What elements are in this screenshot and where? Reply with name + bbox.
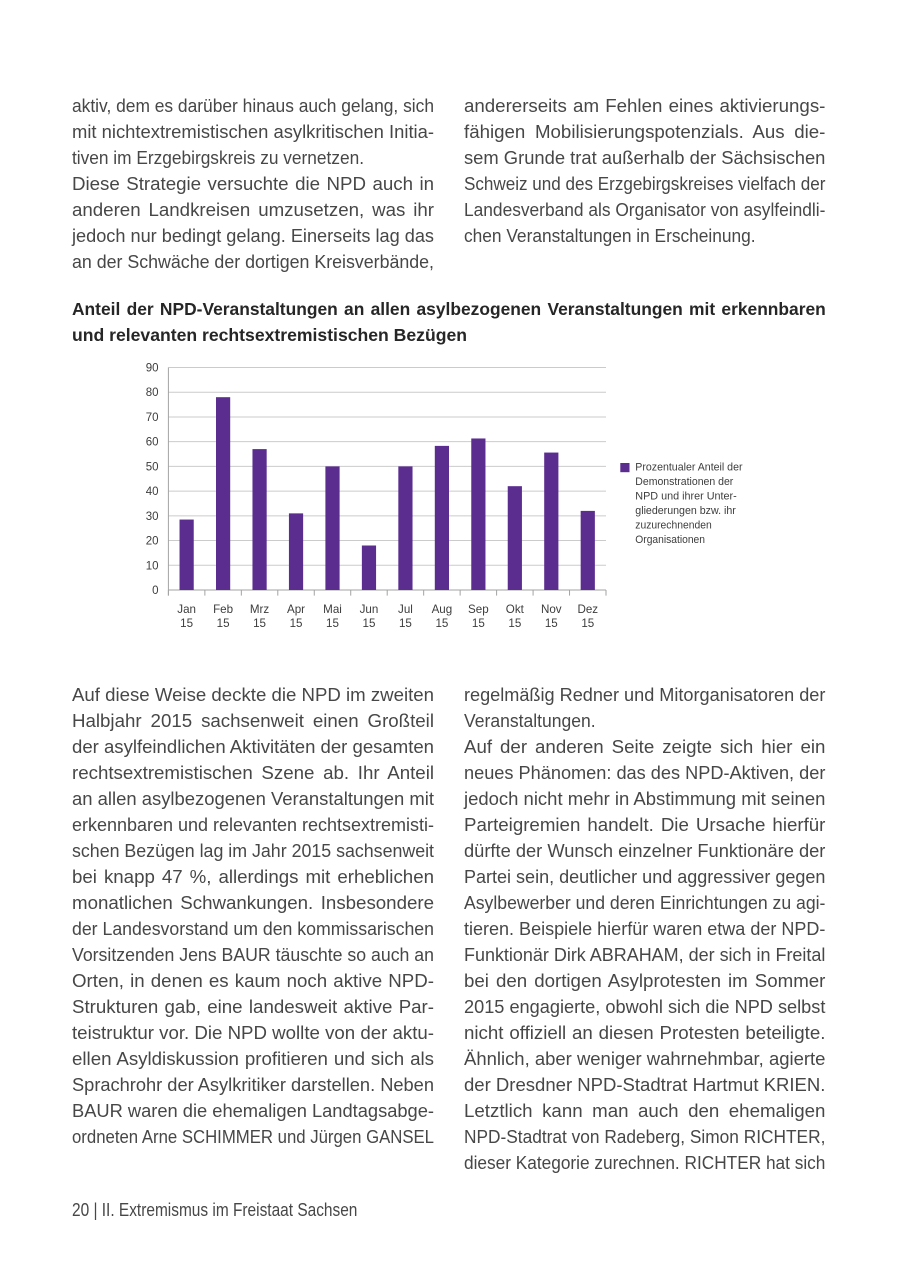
svg-text:15: 15 <box>217 617 230 630</box>
svg-text:Sep: Sep <box>468 603 489 616</box>
svg-text:Mrz: Mrz <box>250 603 270 616</box>
svg-text:Apr: Apr <box>287 603 305 616</box>
svg-text:Jan: Jan <box>177 603 196 616</box>
svg-text:Demonstrationen der: Demonstrationen der <box>635 476 733 488</box>
svg-text:15: 15 <box>290 617 303 630</box>
svg-text:70: 70 <box>146 412 159 424</box>
svg-text:20: 20 <box>146 536 159 548</box>
svg-text:50: 50 <box>146 461 159 473</box>
svg-text:Organisationen: Organisationen <box>635 534 705 546</box>
svg-text:15: 15 <box>399 617 412 630</box>
svg-text:30: 30 <box>146 511 159 523</box>
svg-text:15: 15 <box>180 617 193 630</box>
svg-text:NPD und ihrer Unter-: NPD und ihrer Unter- <box>635 490 737 502</box>
svg-text:zuzurechnenden: zuzurechnenden <box>635 520 711 532</box>
svg-text:0: 0 <box>152 585 158 597</box>
svg-text:15: 15 <box>435 617 448 630</box>
svg-text:Okt: Okt <box>506 603 525 616</box>
svg-text:15: 15 <box>472 617 485 630</box>
svg-text:Nov: Nov <box>541 603 562 616</box>
svg-text:Dez: Dez <box>577 603 598 616</box>
svg-text:90: 90 <box>146 363 159 375</box>
svg-text:15: 15 <box>326 617 339 630</box>
svg-text:Jul: Jul <box>398 603 413 616</box>
svg-text:15: 15 <box>363 617 376 630</box>
svg-text:15: 15 <box>581 617 594 630</box>
svg-text:80: 80 <box>146 387 159 399</box>
svg-text:60: 60 <box>146 437 159 449</box>
svg-text:15: 15 <box>508 617 521 630</box>
svg-text:Prozentualer Anteil der: Prozentualer Anteil der <box>635 461 742 473</box>
svg-text:Aug: Aug <box>432 603 453 616</box>
svg-text:Feb: Feb <box>213 603 233 616</box>
svg-text:Jun: Jun <box>360 603 379 616</box>
svg-text:15: 15 <box>545 617 558 630</box>
svg-text:10: 10 <box>146 560 159 572</box>
svg-text:15: 15 <box>253 617 266 630</box>
svg-text:gliederungen bzw. ihr: gliederungen bzw. ihr <box>635 505 736 517</box>
svg-text:40: 40 <box>146 486 159 498</box>
svg-text:Mai: Mai <box>323 603 342 616</box>
